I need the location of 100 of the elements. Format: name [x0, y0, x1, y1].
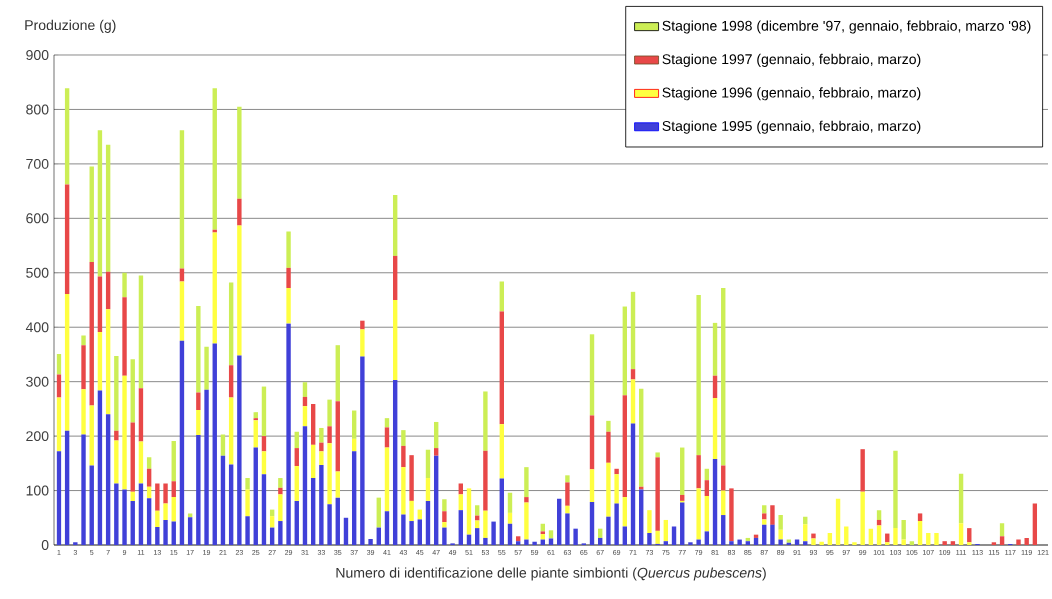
bar: [696, 295, 701, 456]
bar: [696, 455, 701, 489]
bar: [589, 501, 595, 545]
bar: [146, 457, 152, 469]
y-tick-label: 600: [26, 213, 49, 224]
bar: [663, 541, 669, 545]
y-tick-label: 300: [26, 376, 49, 387]
bar: [105, 414, 111, 545]
bar: [401, 445, 406, 468]
bar: [114, 440, 119, 484]
bar: [803, 524, 808, 542]
bar: [97, 390, 103, 545]
bar: [433, 421, 439, 449]
bar: [327, 443, 332, 505]
bar: [392, 194, 398, 256]
bar: [392, 300, 398, 381]
bar: [499, 281, 504, 312]
bar: [278, 487, 283, 495]
bar: [589, 415, 595, 470]
bar: [237, 106, 242, 199]
bar: [860, 491, 865, 545]
bar: [56, 451, 62, 545]
bar: [155, 527, 160, 545]
bar: [138, 388, 144, 442]
legend-label: Stagione 1995 (gennaio, febbraio, marzo): [662, 120, 921, 134]
y-tick-label: 100: [26, 485, 49, 496]
bar: [138, 483, 144, 545]
bar: [901, 519, 906, 540]
bar: [433, 448, 439, 456]
bar: [606, 431, 611, 463]
bar: [179, 130, 185, 269]
bar: [392, 380, 398, 545]
legend-label: Stagione 1997 (gennaio, febbraio, marzo): [662, 53, 921, 67]
bar: [507, 512, 513, 524]
bar: [614, 474, 619, 504]
bar: [187, 513, 193, 518]
bar: [360, 356, 365, 545]
bar: [770, 505, 775, 525]
bar: [179, 340, 185, 545]
bar: [442, 527, 447, 545]
bar: [516, 536, 521, 542]
bar: [286, 323, 291, 545]
bar: [228, 397, 234, 465]
bar: [712, 375, 718, 398]
bar: [926, 533, 931, 545]
bar: [762, 519, 767, 525]
y-tick-label: 400: [25, 322, 49, 333]
bar: [614, 503, 619, 545]
bar: [827, 533, 833, 545]
bar: [565, 475, 570, 483]
bar: [64, 430, 70, 545]
bar: [327, 426, 332, 444]
bar: [105, 271, 111, 310]
bar: [335, 345, 340, 402]
bar: [81, 345, 86, 390]
bar: [516, 541, 521, 545]
bar: [319, 464, 324, 545]
bar: [762, 513, 767, 520]
bar: [704, 531, 710, 545]
bar: [524, 539, 529, 545]
bar: [917, 521, 923, 545]
bar: [934, 533, 939, 545]
bar: [885, 542, 890, 545]
bar: [401, 467, 406, 515]
bar: [384, 511, 390, 545]
bar: [483, 391, 488, 451]
bar: [958, 473, 964, 524]
bar: [228, 464, 234, 545]
bar: [917, 513, 923, 522]
bar: [146, 498, 152, 545]
bar: [483, 450, 488, 511]
bar: [458, 483, 463, 495]
bar: [237, 355, 242, 545]
bar: [696, 539, 701, 545]
bar: [852, 542, 857, 545]
bar: [893, 450, 898, 529]
y-tick-label: 900: [26, 50, 49, 60]
bar: [212, 88, 217, 230]
y-axis-title: Produzione (g): [25, 19, 116, 33]
bar: [606, 462, 611, 517]
bar: [294, 448, 299, 467]
bar: [294, 466, 299, 501]
y-tick-label: 200: [26, 431, 49, 442]
bar: [491, 521, 496, 545]
bar: [721, 288, 726, 466]
bar: [319, 451, 324, 465]
bar: [146, 468, 152, 487]
bar: [876, 525, 882, 545]
bar: [368, 539, 373, 545]
bar: [64, 184, 70, 295]
bar: [688, 542, 693, 545]
bar: [639, 388, 644, 487]
bar: [680, 447, 685, 495]
bar: [474, 520, 480, 529]
bar: [64, 294, 70, 431]
bar: [721, 515, 726, 545]
bar: [278, 478, 283, 488]
bar: [458, 510, 463, 545]
bar: [302, 406, 308, 427]
bar: [212, 232, 217, 344]
